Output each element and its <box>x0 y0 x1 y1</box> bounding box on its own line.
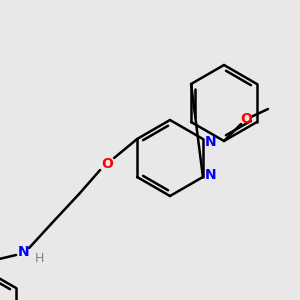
Text: O: O <box>101 157 113 171</box>
Text: N: N <box>205 168 217 182</box>
Text: O: O <box>240 112 252 126</box>
Text: N: N <box>205 135 217 149</box>
Text: H: H <box>34 251 44 265</box>
Text: N: N <box>17 245 29 259</box>
